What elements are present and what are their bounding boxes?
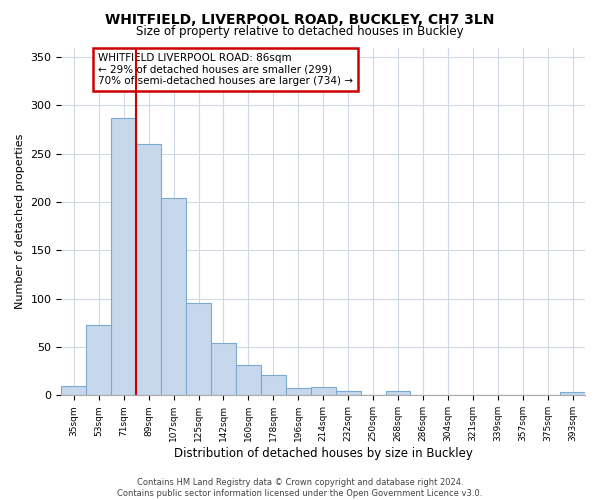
Bar	[161, 198, 186, 396]
Bar	[186, 302, 211, 396]
Text: Size of property relative to detached houses in Buckley: Size of property relative to detached ho…	[136, 25, 464, 38]
Bar	[386, 392, 410, 396]
Bar	[335, 392, 361, 396]
Y-axis label: Number of detached properties: Number of detached properties	[15, 134, 25, 309]
X-axis label: Distribution of detached houses by size in Buckley: Distribution of detached houses by size …	[174, 447, 473, 460]
Bar	[136, 144, 161, 396]
Bar	[560, 392, 585, 396]
Bar	[61, 386, 86, 396]
Text: WHITFIELD, LIVERPOOL ROAD, BUCKLEY, CH7 3LN: WHITFIELD, LIVERPOOL ROAD, BUCKLEY, CH7 …	[106, 12, 494, 26]
Bar	[211, 343, 236, 396]
Bar	[261, 375, 286, 396]
Bar	[86, 325, 111, 396]
Bar	[236, 366, 261, 396]
Text: WHITFIELD LIVERPOOL ROAD: 86sqm
← 29% of detached houses are smaller (299)
70% o: WHITFIELD LIVERPOOL ROAD: 86sqm ← 29% of…	[98, 52, 353, 86]
Text: Contains HM Land Registry data © Crown copyright and database right 2024.
Contai: Contains HM Land Registry data © Crown c…	[118, 478, 482, 498]
Bar	[311, 386, 335, 396]
Bar	[286, 388, 311, 396]
Bar	[111, 118, 136, 396]
